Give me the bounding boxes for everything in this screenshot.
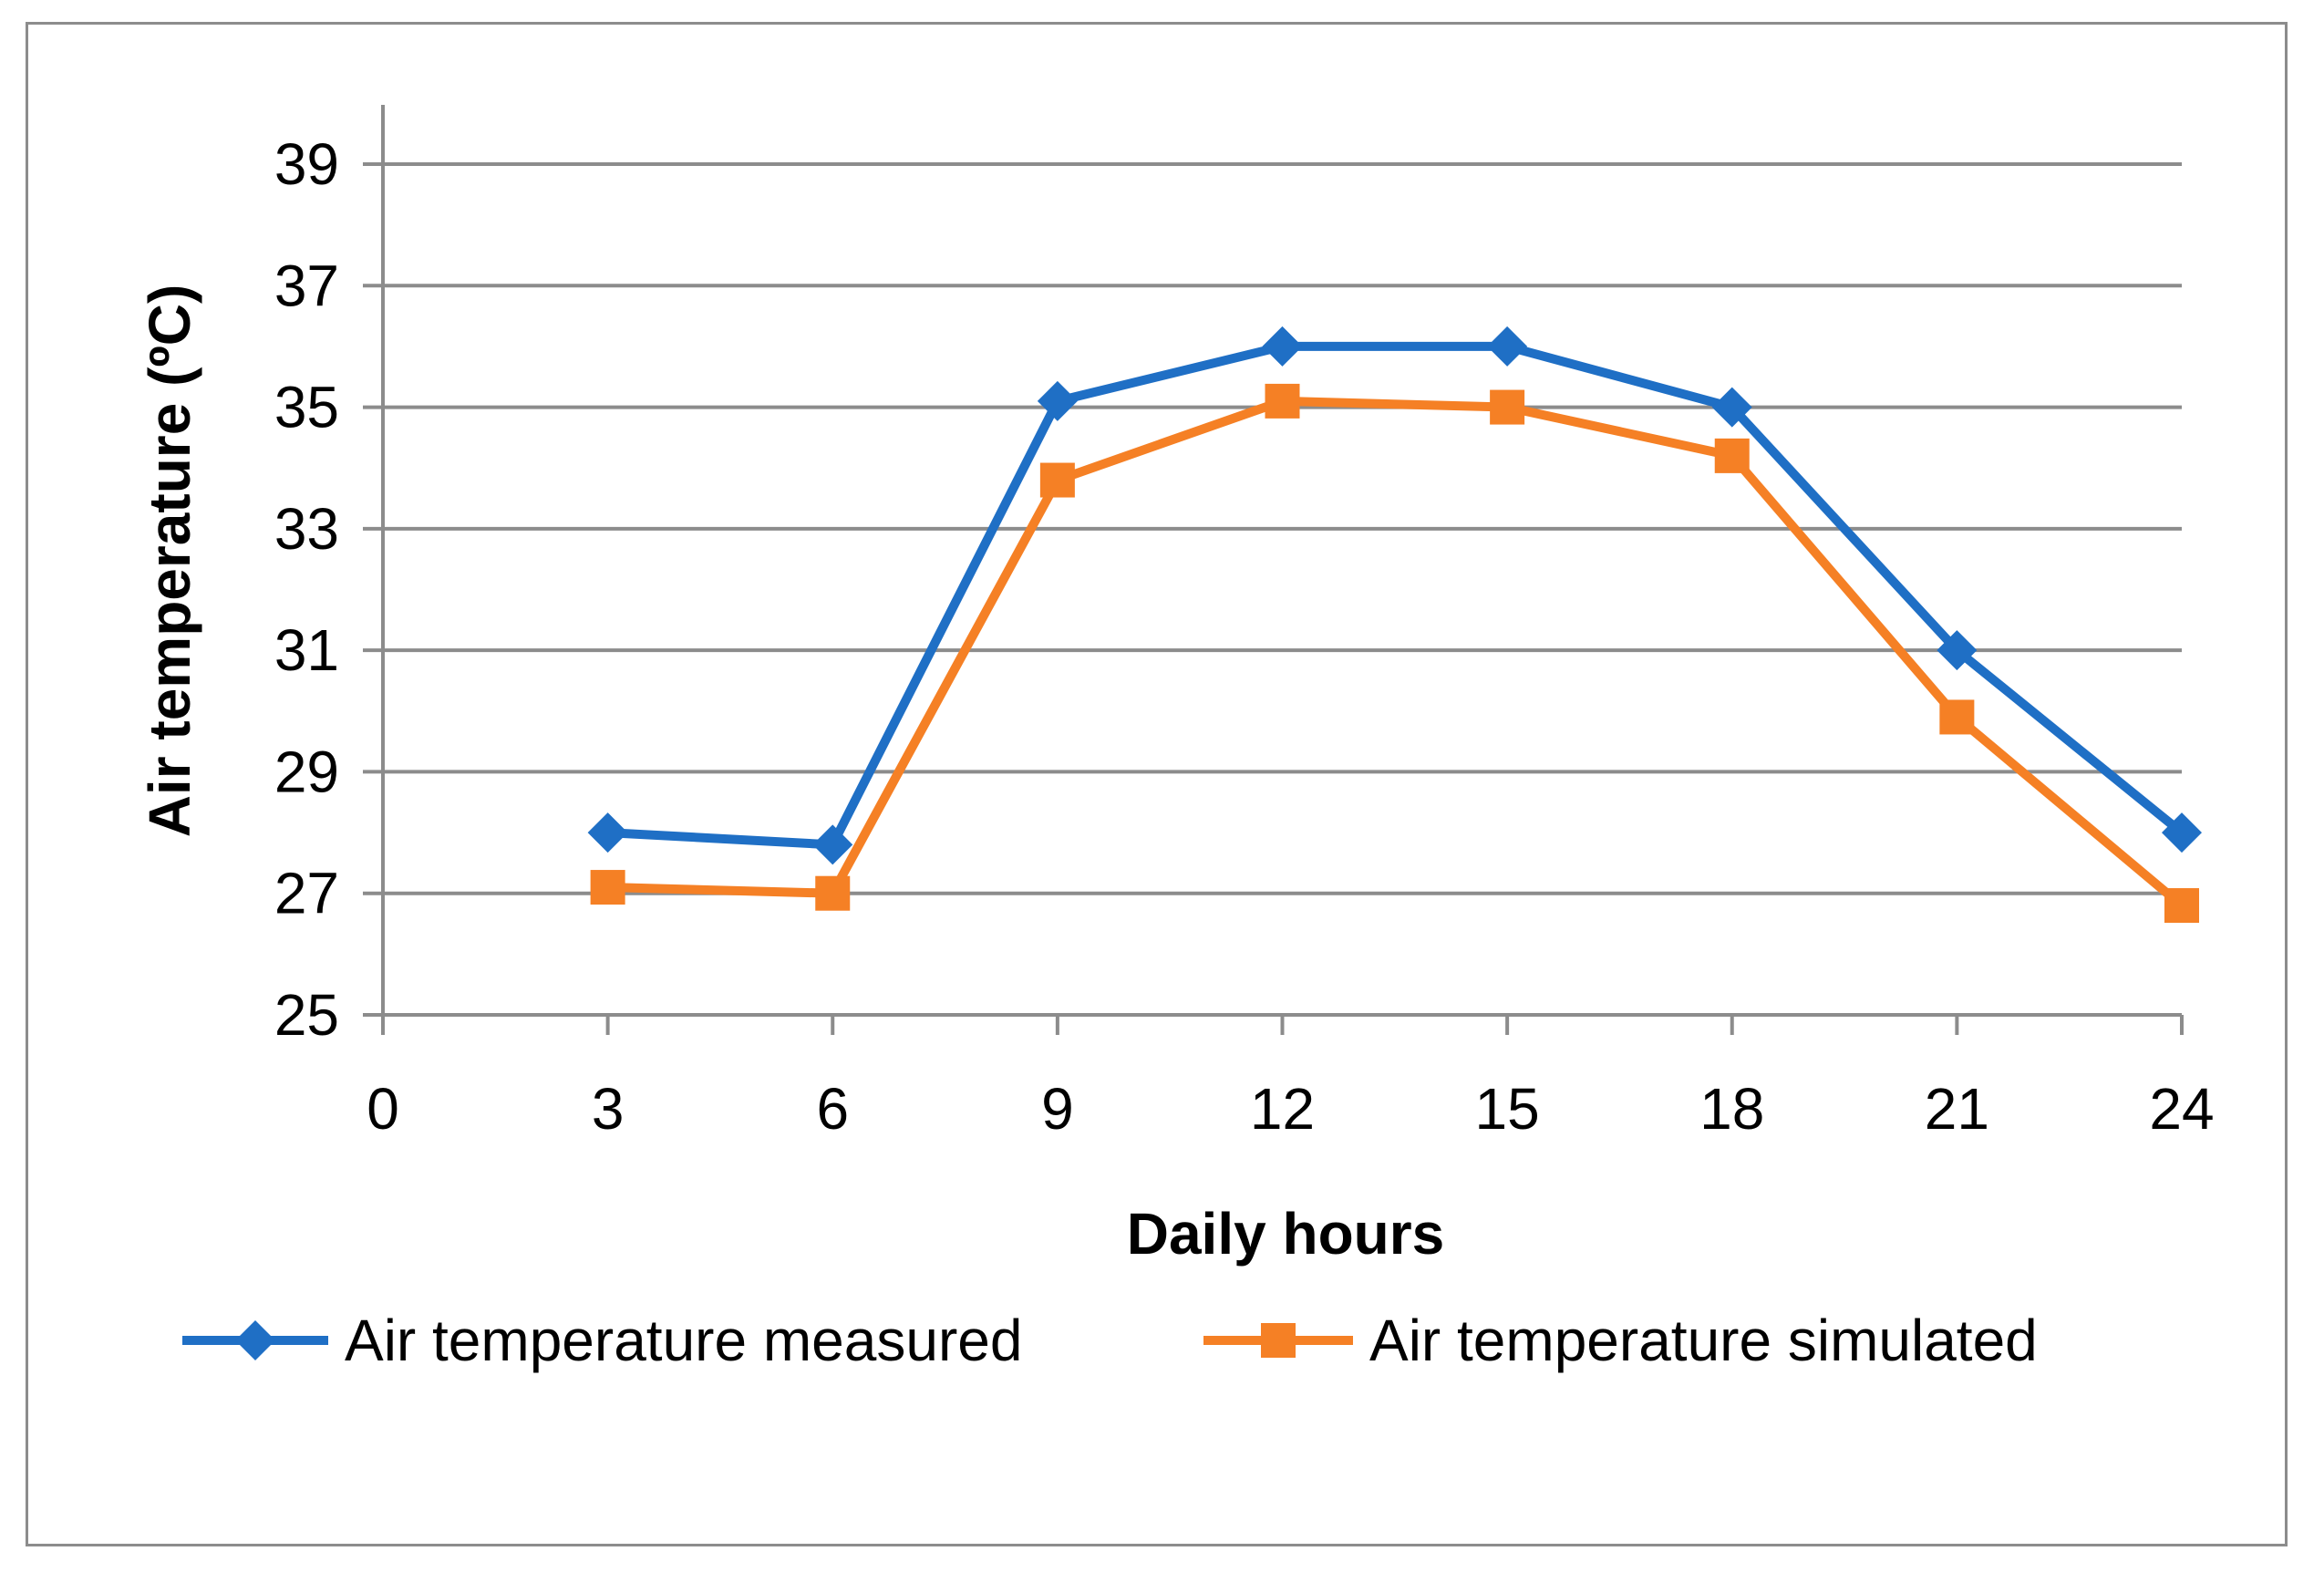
series-line-measured	[607, 341, 2185, 850]
x-tick-label: 18	[1699, 1076, 1764, 1142]
data-point-measured	[812, 824, 853, 865]
y-tick-label: 31	[274, 617, 339, 683]
data-point-simulated	[2164, 888, 2199, 924]
y-tick-label: 33	[274, 496, 339, 562]
legend-marker-simulated	[1261, 1323, 1296, 1358]
x-tick-label: 21	[1925, 1076, 1989, 1142]
series-lines	[607, 341, 2185, 909]
y-tick-label: 37	[274, 253, 339, 318]
y-tick-label: 27	[274, 861, 339, 926]
x-axis-title: Daily hours	[1127, 1201, 1445, 1267]
data-point-simulated	[590, 870, 625, 905]
data-point-measured	[1037, 380, 1078, 421]
data-point-simulated	[1265, 383, 1300, 419]
y-tick-label: 25	[274, 982, 339, 1048]
data-point-measured	[2162, 812, 2202, 853]
y-tick-label: 29	[274, 739, 339, 804]
x-tick-label: 0	[367, 1076, 399, 1142]
x-tick-label: 24	[2149, 1076, 2214, 1142]
y-tick-label: 39	[274, 131, 339, 197]
gridlines	[383, 162, 2182, 895]
series-line-simulated	[607, 396, 2185, 909]
data-point-simulated	[1939, 699, 1975, 735]
data-point-measured	[1262, 326, 1303, 367]
data-point-simulated	[1039, 462, 1075, 498]
legend-marker-measured	[235, 1320, 275, 1360]
chart-frame	[26, 22, 2288, 1546]
data-point-measured	[1711, 387, 1752, 428]
data-point-simulated	[1490, 389, 1525, 425]
legend-label-simulated: Air temperature simulated	[1369, 1308, 2038, 1373]
data-point-measured	[1937, 630, 1978, 671]
series-markers	[587, 326, 2202, 924]
data-point-measured	[587, 812, 628, 853]
x-tick-label: 15	[1475, 1076, 1540, 1142]
data-point-measured	[1487, 326, 1528, 367]
y-tick-label: 35	[274, 375, 339, 440]
x-tick-label: 3	[592, 1076, 625, 1142]
y-axis-title: Air temperature (ºC)	[137, 284, 202, 838]
x-tick-label: 6	[816, 1076, 849, 1142]
x-tick-label: 12	[1250, 1076, 1315, 1142]
x-tick-label: 9	[1041, 1076, 1074, 1142]
legend-label-measured: Air temperature measured	[345, 1308, 1022, 1373]
data-point-simulated	[815, 875, 851, 911]
legend: Air temperature measured Air temperature …	[182, 1308, 2038, 1373]
axes: 25 27 29 31 33 35 37 39 0 3 6 9 12 15 18 21 24	[274, 105, 2215, 1142]
data-point-simulated	[1714, 438, 1750, 473]
